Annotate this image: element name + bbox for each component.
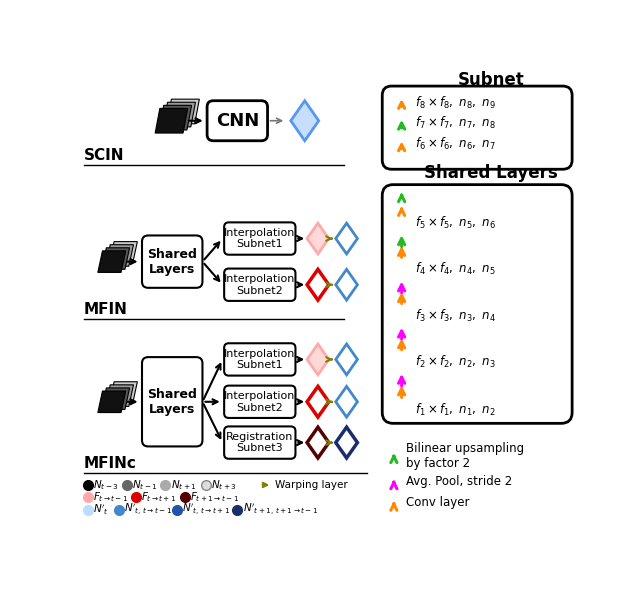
Text: Shared Layers: Shared Layers [424,164,557,182]
Text: $N_{t+1}$: $N_{t+1}$ [171,478,196,492]
Polygon shape [109,382,138,403]
Text: $f_2\times f_2,\ n_2,\ n_3$: $f_2\times f_2,\ n_2,\ n_3$ [415,353,495,370]
FancyBboxPatch shape [224,223,296,254]
FancyBboxPatch shape [207,101,268,141]
Text: $N_{t+3}$: $N_{t+3}$ [211,478,237,492]
Text: $N'_{t,\,t\to t-1}$: $N'_{t,\,t\to t-1}$ [124,502,172,517]
Text: $f_1\times f_1,\ n_1,\ n_2$: $f_1\times f_1,\ n_1,\ n_2$ [415,402,495,418]
Polygon shape [307,344,329,375]
Polygon shape [159,105,191,130]
Text: Interpolation
Subnet1: Interpolation Subnet1 [224,349,296,370]
Text: Interpolation
Subnet2: Interpolation Subnet2 [224,274,296,296]
Text: MFINc: MFINc [84,456,137,471]
Text: $f_6\times f_6,\ n_6,\ n_7$: $f_6\times f_6,\ n_6,\ n_7$ [415,136,495,152]
Text: MFIN: MFIN [84,302,128,317]
Polygon shape [98,251,125,273]
FancyBboxPatch shape [382,184,572,423]
Text: CNN: CNN [216,112,259,130]
FancyBboxPatch shape [224,386,296,418]
Text: Registration
Subnet3: Registration Subnet3 [226,432,294,454]
Text: Bilinear upsampling
by factor 2: Bilinear upsampling by factor 2 [406,442,524,469]
FancyBboxPatch shape [382,86,572,169]
FancyBboxPatch shape [224,269,296,301]
Polygon shape [163,102,195,127]
Polygon shape [98,391,125,412]
Polygon shape [307,223,329,254]
FancyBboxPatch shape [224,426,296,459]
Text: Avg. Pool, stride 2: Avg. Pool, stride 2 [406,475,512,488]
Text: Warping layer: Warping layer [275,480,348,490]
Text: $f_4\times f_4,\ n_4,\ n_5$: $f_4\times f_4,\ n_4,\ n_5$ [415,262,495,277]
Polygon shape [291,101,319,141]
Text: $N_{t-3}$: $N_{t-3}$ [93,478,119,492]
Polygon shape [102,388,129,409]
Text: $N_{t-1}$: $N_{t-1}$ [132,478,157,492]
Text: $f_8\times f_8,\ n_8,\ n_9$: $f_8\times f_8,\ n_8,\ n_9$ [415,95,495,111]
Polygon shape [106,244,134,266]
Text: $N'_t$: $N'_t$ [93,502,109,517]
Polygon shape [167,99,199,124]
Text: Shared
Layers: Shared Layers [147,247,197,276]
FancyBboxPatch shape [142,357,202,446]
Text: Interpolation
Subnet1: Interpolation Subnet1 [224,228,296,249]
Polygon shape [155,108,188,133]
Text: $F_{t+1\to t-1}$: $F_{t+1\to t-1}$ [190,491,239,504]
FancyBboxPatch shape [224,343,296,376]
Text: Subnet: Subnet [458,71,524,89]
Polygon shape [102,248,129,269]
Text: $N'_{t,\,t\to t+1}$: $N'_{t,\,t\to t+1}$ [182,502,230,517]
Text: SCIN: SCIN [84,148,124,163]
Polygon shape [109,241,138,263]
Text: Interpolation
Subnet2: Interpolation Subnet2 [224,391,296,412]
Text: $F_{t\to t+1}$: $F_{t\to t+1}$ [141,491,177,504]
Polygon shape [106,385,134,406]
Text: $N'_{t+1,\,t+1\to t-1}$: $N'_{t+1,\,t+1\to t-1}$ [243,502,318,517]
Text: Conv layer: Conv layer [406,496,469,509]
Text: $f_7\times f_7,\ n_7,\ n_8$: $f_7\times f_7,\ n_7,\ n_8$ [415,115,495,131]
Text: Shared
Layers: Shared Layers [147,388,197,416]
Text: $f_3\times f_3,\ n_3,\ n_4$: $f_3\times f_3,\ n_3,\ n_4$ [415,307,495,323]
FancyBboxPatch shape [142,236,202,288]
Text: $f_5\times f_5,\ n_5,\ n_6$: $f_5\times f_5,\ n_5,\ n_6$ [415,215,495,231]
Text: $F_{t\to t-1}$: $F_{t\to t-1}$ [93,491,129,504]
